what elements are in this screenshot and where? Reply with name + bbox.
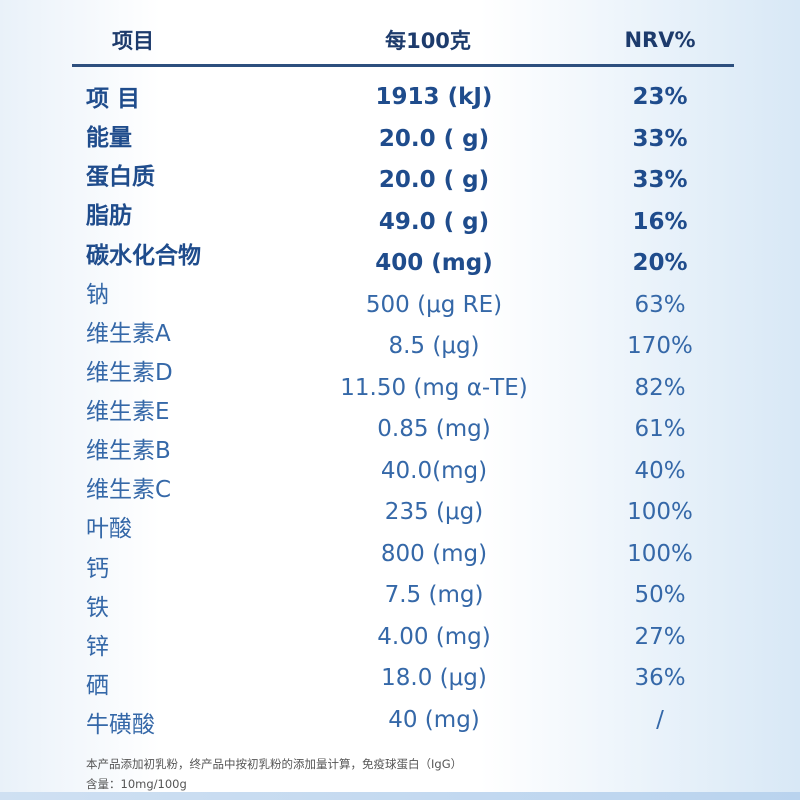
- amount: 800 (mg): [380, 540, 488, 567]
- amount: 20.0 ( g): [378, 167, 490, 194]
- nutrient-label: 维生素D: [86, 359, 173, 386]
- footnote: 本产品添加初乳粉，终产品中按初乳粉的添加量计算，免疫球蛋白（IgG）: [86, 757, 463, 771]
- amount: 40 (mg): [388, 707, 480, 733]
- nrv-value: 27%: [634, 623, 686, 650]
- nutrient-label: 维生素E: [86, 399, 170, 425]
- nrv-value: 36%: [634, 665, 686, 692]
- amount: 500 (μg RE): [365, 291, 503, 318]
- header-item: 项目: [112, 29, 154, 53]
- nrv-value: 50%: [634, 582, 686, 609]
- nrv-value: 33%: [632, 167, 688, 194]
- nrv-value: 100%: [627, 499, 693, 526]
- nrv-value: 63%: [634, 291, 686, 318]
- nutrient-label: 碳水化合物: [86, 242, 201, 269]
- nutrient-label: 蛋白质: [86, 164, 155, 191]
- nutrient-label: 脂肪: [86, 203, 132, 230]
- header-nrv: NRV%: [624, 28, 696, 52]
- nrv-value: 170%: [627, 333, 693, 360]
- footnote: 含量：10mg/100g: [86, 777, 187, 791]
- nutrient-label: 叶酸: [86, 516, 132, 543]
- nutrient-label: 钙: [86, 555, 109, 582]
- amount: 20.0 ( g): [378, 125, 490, 152]
- nutrient-label: 维生素C: [86, 477, 172, 504]
- amount: 8.5 (μg): [388, 333, 480, 360]
- nutrient-label: 维生素A: [86, 320, 171, 347]
- amount: 40.0(mg): [380, 457, 488, 484]
- nutrient-label: 硒: [86, 672, 109, 699]
- nrv-value: 20%: [632, 250, 688, 277]
- amount: 4.00 (mg): [377, 623, 491, 650]
- nrv-value: 100%: [627, 540, 693, 567]
- nutrient-label: 牛磺酸: [86, 712, 155, 738]
- nrv-value: 33%: [632, 125, 688, 152]
- nutrient-label: 铁: [86, 594, 109, 621]
- nrv-value: 16%: [632, 208, 688, 235]
- nutrient-label: 项 目: [86, 86, 141, 112]
- amount: 7.5 (mg): [384, 582, 484, 609]
- amount: 400 (mg): [375, 250, 493, 277]
- nrv-value: 61%: [634, 416, 686, 443]
- header-amount: 每100克: [385, 29, 471, 53]
- header-rule: [72, 64, 734, 67]
- bottom-bar: [0, 792, 800, 800]
- amount: 0.85 (mg): [377, 416, 491, 443]
- amount: 49.0 ( g): [378, 208, 490, 235]
- nrv-value: 40%: [634, 457, 686, 484]
- amount: 11.50 (mg α-TE): [340, 374, 528, 401]
- nrv-value: 82%: [634, 374, 686, 401]
- amount: 18.0 (μg): [381, 665, 487, 692]
- nutrient-label: 维生素B: [86, 438, 171, 465]
- amount: 235 (μg): [384, 499, 484, 526]
- amount: 1913 (kJ): [375, 84, 493, 110]
- nutrient-label: 能量: [86, 125, 132, 152]
- nutrient-label: 锌: [86, 633, 109, 660]
- nutrient-label: 钠: [86, 281, 109, 308]
- nrv-value: /: [656, 707, 664, 733]
- nrv-value: 23%: [632, 84, 688, 110]
